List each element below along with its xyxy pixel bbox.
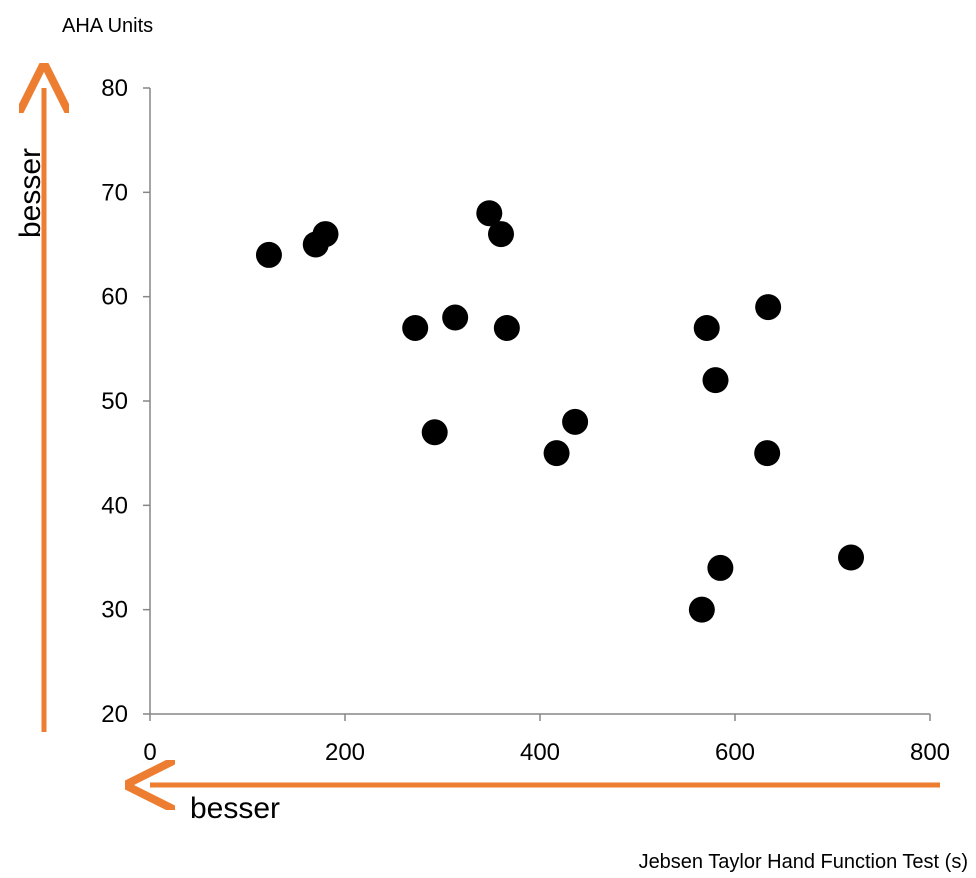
data-point <box>488 221 514 248</box>
data-points <box>255 200 865 623</box>
data-point <box>754 440 781 467</box>
x-tick-label: 0 <box>143 739 156 766</box>
data-point <box>476 200 503 227</box>
x-tick-label: 400 <box>520 739 560 766</box>
y-tick-label: 80 <box>101 75 128 102</box>
data-point <box>755 294 782 321</box>
y-tick-label: 20 <box>101 701 128 728</box>
data-point <box>402 314 429 341</box>
y-axis-ticks: 20 30 40 50 60 70 80 <box>101 75 150 728</box>
y-tick-label: 50 <box>101 388 128 415</box>
data-point <box>688 596 715 623</box>
data-point <box>493 314 520 341</box>
x-axis-ticks: 0 200 400 600 800 <box>143 714 950 766</box>
x-tick-label: 800 <box>910 739 950 766</box>
x-tick-label: 200 <box>325 739 365 766</box>
data-point <box>693 314 720 341</box>
data-point <box>442 304 469 331</box>
x-tick-label: 600 <box>715 739 755 766</box>
x-axis-title: Jebsen Taylor Hand Function Test (s) <box>639 851 968 873</box>
data-point <box>562 408 589 435</box>
data-point <box>543 440 570 467</box>
data-point <box>702 367 729 394</box>
y-tick-label: 40 <box>101 492 128 519</box>
y-axis-title: AHA Units <box>62 15 153 37</box>
data-point <box>421 419 448 446</box>
y-tick-label: 30 <box>101 597 128 624</box>
data-point <box>707 554 734 581</box>
x-besser-label: besser <box>190 792 280 825</box>
y-tick-label: 60 <box>101 284 128 311</box>
y-besser-label: besser <box>14 148 47 238</box>
data-point <box>312 221 339 248</box>
y-tick-label: 70 <box>101 179 128 206</box>
data-point <box>838 544 865 571</box>
data-point <box>255 241 282 268</box>
